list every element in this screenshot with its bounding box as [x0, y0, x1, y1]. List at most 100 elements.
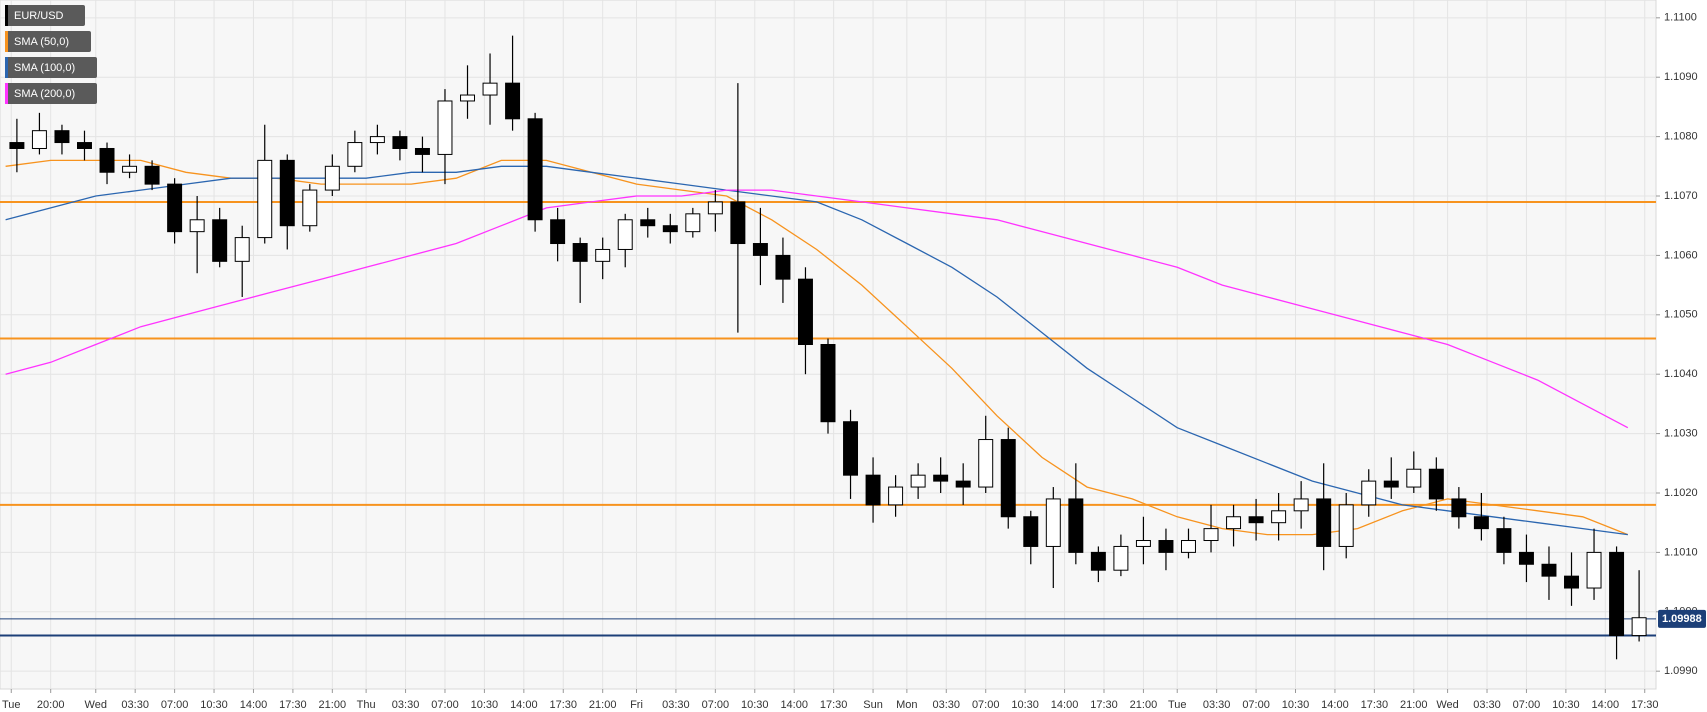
x-tick-label: 17:30 — [1361, 699, 1389, 711]
candle-body — [414, 147, 430, 155]
candle-body — [595, 248, 611, 262]
last-price-label: 1.09988 — [1662, 613, 1702, 625]
legend-label: SMA (50,0) — [14, 36, 69, 48]
x-tick-label: 10:30 — [1011, 699, 1039, 711]
candle-body — [955, 480, 971, 488]
candle-body — [144, 165, 160, 185]
legend-swatch — [5, 5, 8, 26]
candle-body — [662, 225, 678, 233]
candle-body — [1181, 540, 1196, 553]
sma-line — [5, 189, 1629, 429]
x-tick-label: 14:00 — [1051, 699, 1079, 711]
candle-body — [933, 474, 949, 482]
x-tick-label: 17:30 — [279, 699, 307, 711]
candle-body — [347, 142, 363, 167]
candle-body — [775, 254, 791, 280]
candle-body — [1316, 498, 1332, 547]
candle-body — [1609, 551, 1625, 637]
candle-body — [1045, 498, 1061, 547]
candle-body — [1428, 468, 1444, 500]
y-tick-label: 1.1030 — [1664, 428, 1698, 440]
y-tick-label: 1.1040 — [1664, 368, 1698, 380]
candle-body — [550, 219, 566, 245]
x-tick-label: 14:00 — [780, 699, 808, 711]
x-tick-label: Tue — [1168, 699, 1187, 711]
candle-body — [212, 219, 228, 262]
candle-body — [1023, 516, 1039, 547]
candle-body — [1226, 516, 1242, 530]
candle-body — [1631, 617, 1647, 637]
x-tick-label: 10:30 — [741, 699, 769, 711]
candle-body — [437, 100, 453, 155]
x-tick-label: 10:30 — [1552, 699, 1580, 711]
candle-body — [730, 201, 746, 245]
x-tick-label: 03:30 — [933, 699, 961, 711]
candle-body — [910, 474, 926, 488]
legend-box — [5, 31, 91, 52]
x-tick-label: 10:30 — [471, 699, 499, 711]
candle-body — [888, 486, 904, 506]
candle-body — [1564, 575, 1579, 589]
candle-body — [302, 189, 318, 227]
candle-body — [640, 219, 656, 227]
candle-body — [369, 136, 385, 144]
x-tick-label: Mon — [896, 699, 917, 711]
y-tick-label: 1.1100 — [1664, 12, 1697, 24]
x-tick-label: 17:30 — [1090, 699, 1118, 711]
candle-body — [843, 421, 859, 476]
candle-body — [505, 82, 521, 120]
last-price-box — [1658, 609, 1706, 628]
candle-body — [865, 474, 881, 506]
candle-body — [234, 237, 250, 262]
candle-body — [1271, 510, 1287, 524]
candle-body — [460, 94, 475, 102]
candle-body — [752, 243, 768, 256]
y-tick-label: 1.1020 — [1664, 487, 1698, 499]
candle-body — [392, 136, 408, 149]
x-tick-label: Wed — [85, 699, 107, 711]
candle-body — [1518, 551, 1534, 565]
candle-body — [31, 130, 47, 149]
x-tick-label: 14:00 — [510, 699, 538, 711]
candle-body — [1473, 516, 1489, 530]
x-tick-label: 21:00 — [589, 699, 617, 711]
candle-body — [617, 219, 633, 250]
candle-body — [279, 159, 295, 227]
sma-line — [5, 165, 1628, 536]
grid — [0, 0, 1656, 689]
candle-body — [707, 201, 723, 215]
x-tick-label: 17:30 — [1631, 699, 1659, 711]
candle-body — [978, 439, 994, 488]
x-tick-label: 07:00 — [972, 699, 1000, 711]
candle-body — [1158, 540, 1174, 553]
sma-lines — [5, 159, 1629, 536]
candle-body — [1451, 498, 1467, 518]
axes: 1.1100 1.1090 1.1080 1.1070 1.1060 1.1050 1.10… — [2, 12, 1706, 711]
candle-body — [820, 344, 836, 423]
x-tick-label: Fri — [630, 699, 643, 711]
x-tick-label: 10:30 — [200, 699, 228, 711]
candle-body — [99, 147, 115, 173]
candle-body — [54, 130, 70, 144]
candle-body — [9, 142, 25, 149]
x-tick-label: 17:30 — [820, 699, 848, 711]
x-tick-label: Thu — [357, 699, 376, 711]
x-tick-label: 07:00 — [1242, 699, 1270, 711]
x-tick-label: Sun — [863, 699, 883, 711]
x-tick-label: 03:30 — [1473, 699, 1501, 711]
candle-body — [324, 165, 340, 191]
x-tick-label: 03:30 — [662, 699, 690, 711]
legend-label: SMA (100,0) — [14, 62, 75, 74]
y-tick-label: 1.1060 — [1664, 249, 1698, 261]
legend: EUR/USD SMA (50,0) SMA (100,0) SMA (200,0) — [5, 5, 97, 104]
candle-body — [1248, 516, 1264, 524]
legend-box — [5, 57, 97, 78]
x-tick-label: Tue — [2, 699, 21, 711]
candles — [9, 35, 1647, 660]
x-tick-label: 03:30 — [121, 699, 149, 711]
x-tick-label: 14:00 — [240, 699, 268, 711]
legend-swatch — [5, 31, 8, 52]
candle-body — [1383, 480, 1399, 488]
candle-body — [1496, 528, 1512, 553]
